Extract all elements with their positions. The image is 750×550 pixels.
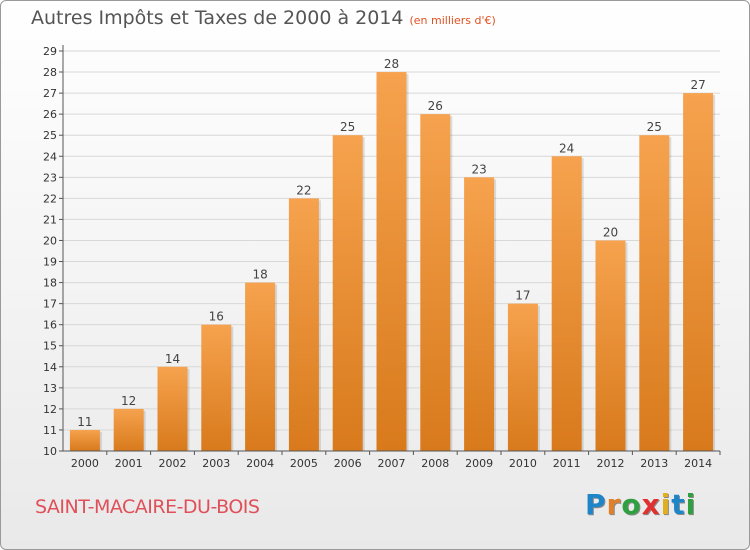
x-tick-label: 2014 (684, 457, 712, 470)
x-tick-label: 2007 (378, 457, 406, 470)
logo-letter: x (641, 488, 661, 521)
logo-letter: i (685, 488, 697, 521)
data-label: 11 (77, 415, 92, 429)
x-tick-label: 2001 (115, 457, 143, 470)
data-label: 14 (165, 352, 180, 366)
y-tick-label: 27 (43, 87, 57, 100)
bar (332, 135, 363, 452)
data-label: 28 (384, 57, 399, 71)
bar (288, 198, 319, 451)
bar (683, 93, 714, 452)
y-tick-label: 19 (43, 256, 57, 269)
bar (551, 156, 582, 451)
data-label: 27 (690, 78, 705, 92)
bar (595, 240, 626, 451)
y-tick-label: 21 (43, 213, 57, 226)
x-tick-label: 2013 (640, 457, 668, 470)
x-tick-label: 2003 (202, 457, 230, 470)
x-tick-label: 2008 (421, 457, 449, 470)
logo-letter: i (660, 488, 672, 521)
y-tick-label: 15 (43, 340, 57, 353)
y-tick-label: 14 (43, 361, 57, 374)
y-tick-label: 17 (43, 298, 57, 311)
bar (245, 282, 276, 451)
y-tick-label: 26 (43, 108, 57, 121)
bar (507, 303, 538, 451)
y-tick-label: 20 (43, 234, 57, 247)
data-label: 20 (603, 225, 618, 239)
bar (639, 135, 670, 452)
bar (376, 72, 407, 451)
commune-name: SAINT-MACAIRE-DU-BOIS (35, 496, 260, 518)
bar (69, 429, 100, 451)
y-tick-label: 28 (43, 66, 57, 79)
data-label: 26 (428, 99, 443, 113)
unit-label: (en milliers d'€) (409, 14, 496, 27)
x-tick-label: 2006 (334, 457, 362, 470)
proxiti-logo: Proxiti (585, 488, 696, 521)
y-tick-label: 11 (43, 424, 57, 437)
bar (420, 114, 451, 451)
bar (464, 177, 495, 451)
bar (201, 324, 232, 451)
data-label: 25 (647, 120, 662, 134)
data-label: 17 (515, 289, 530, 303)
x-tick-label: 2000 (71, 457, 99, 470)
x-tick-label: 2010 (509, 457, 537, 470)
y-axis-ticks: 10 11 12 13 14 15 16 17 18 19 20 21 22 23 24 25 26 27 28 29 (43, 45, 63, 458)
bar (113, 408, 144, 451)
y-tick-label: 23 (43, 171, 57, 184)
bar (157, 366, 188, 451)
data-label: 16 (209, 310, 224, 324)
y-tick-label: 16 (43, 319, 57, 332)
y-tick-label: 22 (43, 192, 57, 205)
y-tick-label: 18 (43, 277, 57, 290)
data-label: 22 (296, 183, 311, 197)
data-label: 18 (252, 268, 267, 282)
logo-letter: r (606, 488, 622, 521)
data-label: 12 (121, 394, 136, 408)
data-label: 23 (471, 162, 486, 176)
x-axis-ticks: 2000 2001 2002 2003 2004 2005 2006 2007 2008 2009… (71, 451, 721, 470)
x-tick-label: 2004 (246, 457, 274, 470)
logo-letter: t (671, 488, 686, 521)
x-tick-label: 2011 (553, 457, 581, 470)
data-labels: 11 12 14 16 18 22 25 28 26 23 17 24 20 25 27 (77, 57, 705, 429)
data-label: 25 (340, 120, 355, 134)
y-tick-label: 24 (43, 150, 57, 163)
axes (62, 45, 720, 452)
title-text: Autres Impôts et Taxes de 2000 à 2014 (31, 7, 404, 29)
chart-title: Autres Impôts et Taxes de 2000 à 2014 (en… (31, 7, 496, 29)
y-tick-label: 13 (43, 382, 57, 395)
logo-letter: o (621, 488, 642, 521)
x-tick-label: 2005 (290, 457, 318, 470)
x-tick-label: 2009 (465, 457, 493, 470)
bars (69, 72, 716, 452)
logo-letter: P (585, 488, 607, 521)
y-tick-label: 25 (43, 129, 57, 142)
y-tick-label: 10 (43, 445, 57, 458)
y-tick-label: 29 (43, 45, 57, 58)
x-tick-label: 2012 (597, 457, 625, 470)
x-tick-label: 2002 (159, 457, 187, 470)
y-tick-label: 12 (43, 403, 57, 416)
data-label: 24 (559, 141, 574, 155)
